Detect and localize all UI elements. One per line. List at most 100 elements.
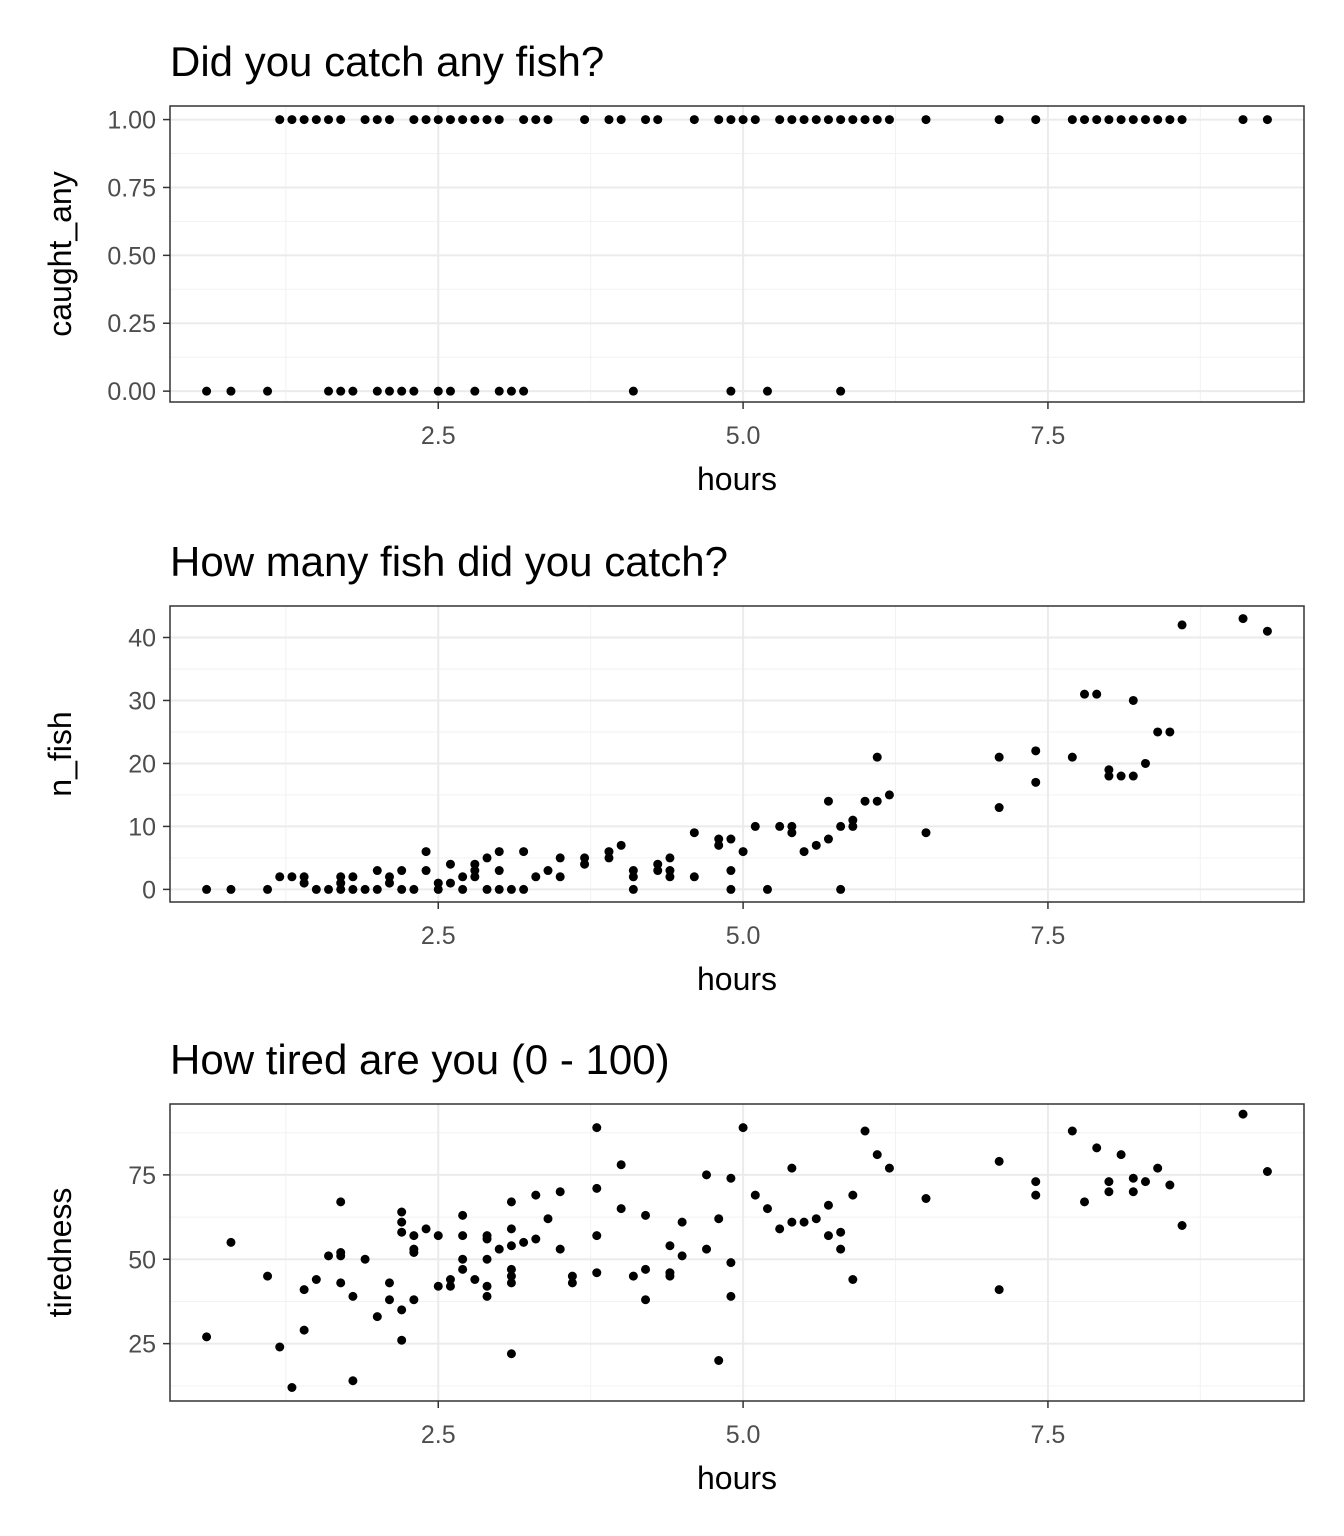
data-point	[714, 1356, 724, 1365]
data-point	[1116, 1150, 1126, 1160]
data-point	[384, 1295, 394, 1305]
data-point	[1031, 1190, 1041, 1200]
data-point	[372, 386, 382, 396]
data-point	[1092, 115, 1102, 125]
data-point	[592, 1268, 602, 1278]
data-point	[360, 1254, 370, 1264]
data-point	[677, 1217, 687, 1227]
data-point	[311, 115, 321, 125]
data-point	[848, 815, 858, 825]
data-point	[287, 1383, 297, 1392]
data-point	[641, 1295, 651, 1305]
data-point	[1031, 115, 1041, 125]
data-point	[360, 884, 370, 894]
data-point	[445, 386, 455, 396]
data-point	[726, 866, 736, 876]
data-point	[324, 884, 334, 894]
plot-background	[170, 1104, 1304, 1401]
data-point	[202, 884, 212, 894]
data-point	[433, 386, 443, 396]
data-point	[458, 1264, 468, 1274]
plot-background	[170, 106, 1304, 402]
data-point	[348, 872, 358, 882]
x-tick-label: 5.0	[726, 422, 761, 450]
data-point	[689, 872, 699, 882]
y-tick-label: 0.75	[107, 174, 156, 202]
data-point	[287, 115, 297, 125]
data-point	[445, 115, 455, 125]
data-point	[384, 1278, 394, 1288]
data-point	[884, 1163, 894, 1173]
data-point	[836, 884, 846, 894]
data-point	[616, 1204, 626, 1214]
data-point	[787, 1163, 797, 1173]
data-point	[494, 115, 504, 125]
data-point	[616, 840, 626, 850]
data-point	[348, 386, 358, 396]
data-point	[799, 847, 809, 857]
data-point	[762, 884, 772, 894]
data-point	[482, 853, 492, 863]
data-point	[531, 115, 541, 125]
data-point	[872, 796, 882, 806]
y-axis-title: tiredness	[42, 1188, 78, 1318]
data-point	[860, 796, 870, 806]
data-point	[445, 1281, 455, 1291]
data-point	[1031, 1177, 1041, 1187]
data-point	[738, 115, 748, 125]
y-axis-title: n_fish	[42, 711, 78, 796]
y-tick-label: 0.25	[107, 310, 156, 338]
data-point	[689, 115, 699, 125]
data-point	[226, 884, 236, 894]
x-tick-label: 7.5	[1031, 1421, 1066, 1449]
data-point	[641, 1210, 651, 1220]
data-point	[1092, 689, 1102, 699]
data-point	[348, 884, 358, 894]
data-point	[555, 1187, 565, 1197]
data-point	[226, 386, 236, 396]
data-point	[787, 1217, 797, 1227]
data-point	[836, 386, 846, 396]
data-point	[738, 1123, 748, 1133]
data-point	[397, 1335, 407, 1345]
data-point	[616, 1160, 626, 1170]
data-point	[324, 1251, 334, 1261]
data-point	[1104, 1187, 1114, 1197]
data-point	[1031, 746, 1041, 756]
x-axis-title: hours	[697, 461, 777, 497]
data-point	[482, 1281, 492, 1291]
data-point	[836, 1227, 846, 1237]
data-point	[531, 872, 541, 882]
data-point	[823, 115, 833, 125]
data-point	[1238, 1109, 1248, 1119]
data-point	[384, 386, 394, 396]
data-point	[872, 115, 882, 125]
x-tick-label: 5.0	[726, 922, 761, 950]
panel-border	[169, 1103, 1305, 1402]
data-point	[1177, 620, 1187, 630]
data-point	[787, 821, 797, 831]
data-point	[1177, 115, 1187, 125]
data-point	[372, 866, 382, 876]
data-point	[1080, 115, 1090, 125]
data-point	[811, 1214, 821, 1224]
x-tick-label: 7.5	[1031, 922, 1066, 950]
data-point	[397, 866, 407, 876]
data-point	[506, 1224, 516, 1234]
data-point	[299, 115, 309, 125]
data-point	[519, 847, 529, 857]
data-point	[543, 866, 553, 876]
data-point	[519, 115, 529, 125]
data-point	[275, 1342, 285, 1352]
data-point	[628, 386, 638, 396]
data-point	[458, 872, 468, 882]
data-point	[494, 884, 504, 894]
y-tick-label: 75	[128, 1162, 156, 1190]
data-point	[519, 884, 529, 894]
data-point	[384, 872, 394, 882]
x-tick-label: 5.0	[726, 1421, 761, 1449]
data-point	[872, 752, 882, 762]
data-point	[372, 1312, 382, 1322]
data-point	[531, 1234, 541, 1244]
